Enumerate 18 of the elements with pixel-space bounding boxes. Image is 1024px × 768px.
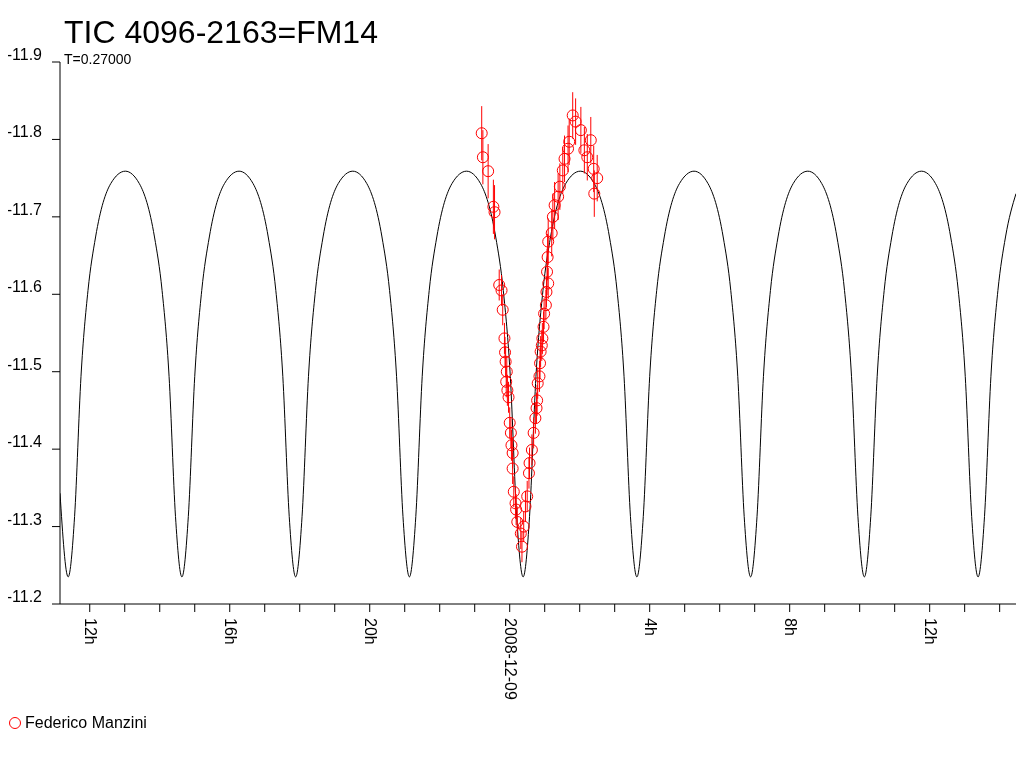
- y-tick-label: -11.7: [6, 200, 43, 218]
- chart-subtitle: T=0.27000: [64, 51, 132, 67]
- x-tick-label: 16h: [222, 618, 240, 645]
- x-tick-label: 2008-12-09: [502, 618, 520, 700]
- y-tick-label: -11.6: [6, 278, 43, 296]
- y-tick-label: -11.4: [6, 433, 43, 451]
- chart-title: TIC 4096-2163=FM14: [64, 14, 378, 50]
- x-tick-label: 12h: [922, 618, 940, 645]
- x-tick-label: 8h: [782, 618, 800, 636]
- y-tick-label: -11.3: [6, 510, 43, 528]
- y-tick-label: -11.2: [6, 588, 43, 605]
- y-tick-label: -11.5: [6, 355, 43, 373]
- x-tick-label: 12h: [82, 618, 100, 645]
- x-tick-label: 20h: [362, 618, 380, 645]
- y-tick-label: -11.8: [6, 123, 43, 141]
- x-tick-label: 4h: [642, 618, 660, 636]
- legend-label: Federico Manzini: [25, 714, 147, 732]
- y-tick-label: -11.9: [6, 46, 43, 63]
